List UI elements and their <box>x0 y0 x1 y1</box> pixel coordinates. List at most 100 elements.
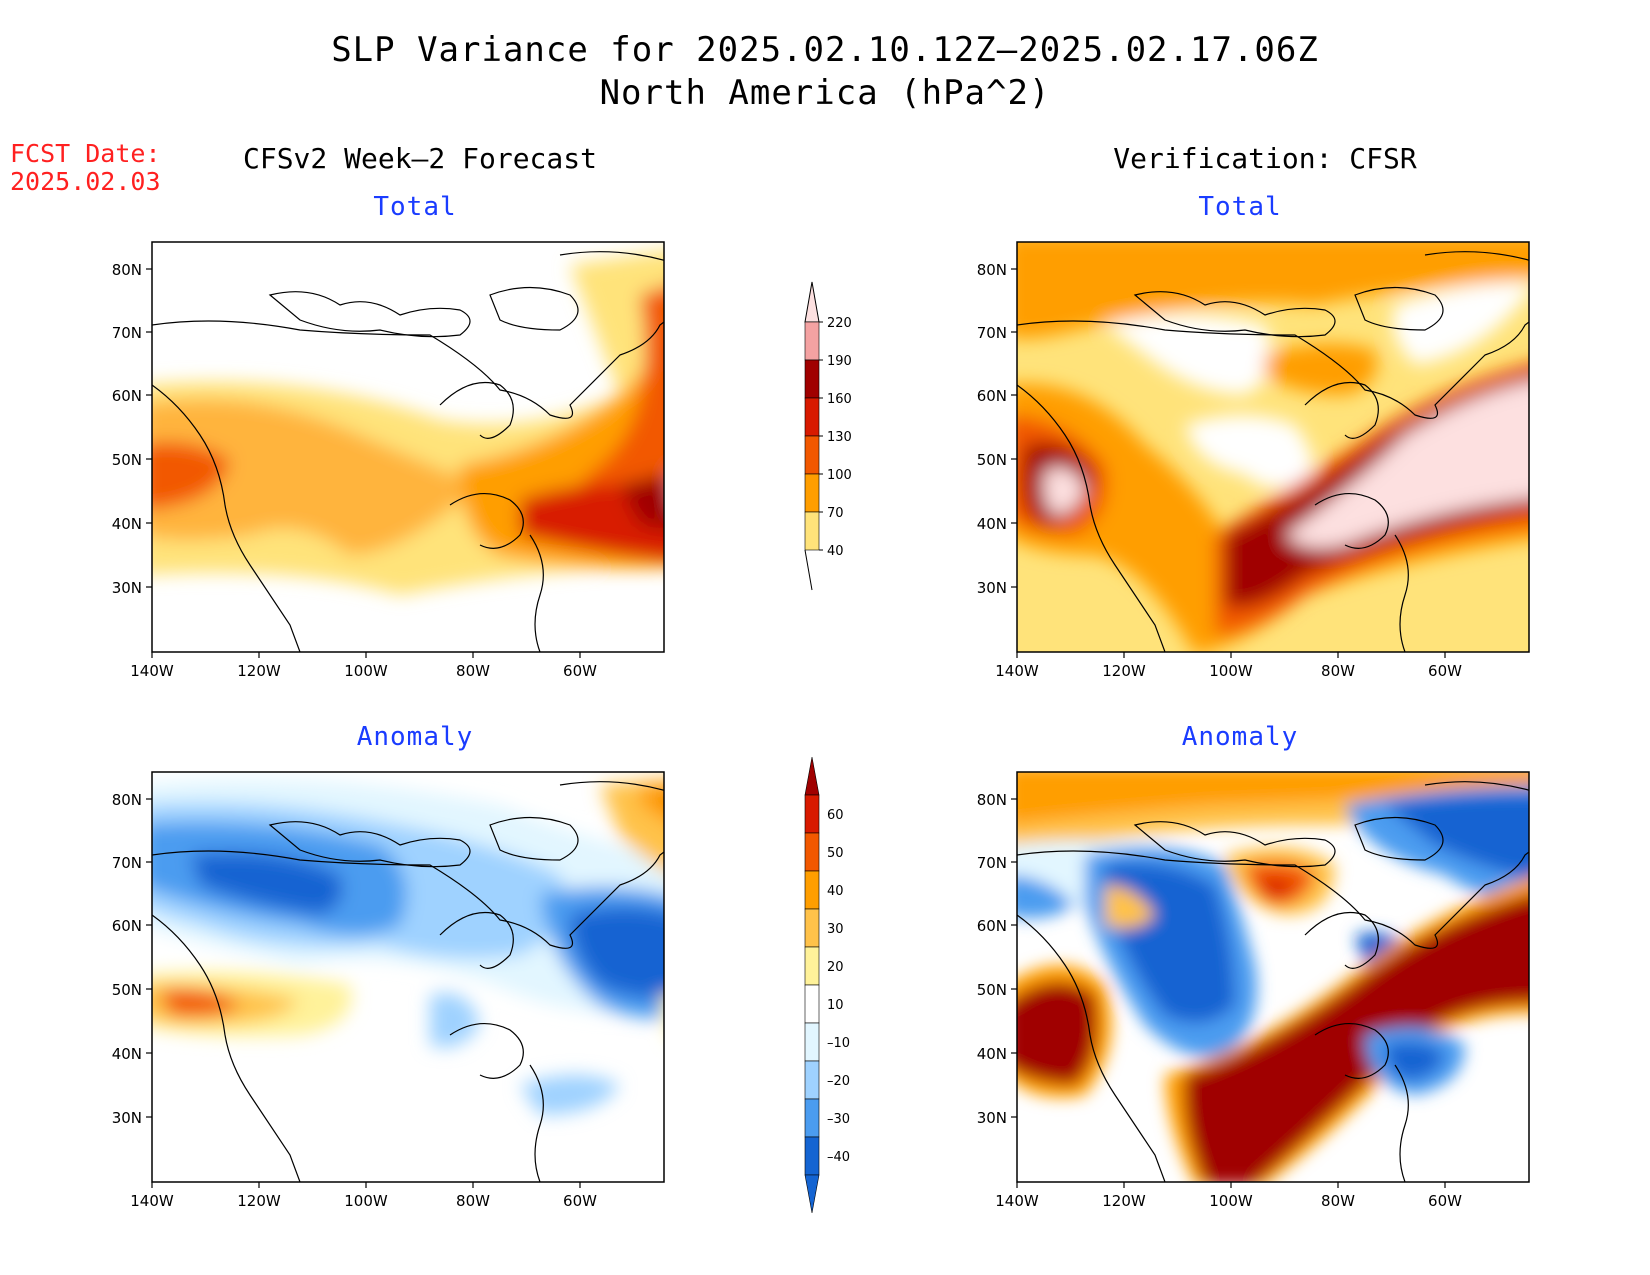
coastline-outline <box>1017 251 1529 652</box>
map-forecast-anomaly: 80N 70N 60N 50N 40N 30N 140W 120W 100W 80W 60W <box>112 771 665 1210</box>
lat-tick-label: 60N <box>977 387 1007 405</box>
colorbar-anomaly-label: 20 <box>827 960 844 975</box>
colorbar-anomaly-swatch <box>804 984 820 1024</box>
panel-title-forecast-anomaly: Anomaly <box>356 722 474 752</box>
lat-tick-label: 40N <box>112 515 142 533</box>
colorbar-anomaly-label: –10 <box>827 1036 850 1051</box>
lat-tick-label: 50N <box>977 451 1007 469</box>
colorbar-anomaly-label: –30 <box>827 1112 850 1127</box>
coastline-outline <box>1017 781 1529 1182</box>
colorbar-anomaly-label: 30 <box>827 922 844 937</box>
colorbar-anomaly-label: 40 <box>827 884 844 899</box>
colorbar-total-label: 70 <box>827 506 844 521</box>
lon-tick-label: 60W <box>1428 662 1462 680</box>
colorbar-total-swatch <box>804 397 820 437</box>
colorbar-anomaly: 60 50 40 30 20 10 –10 –20 –30 –40 <box>804 756 850 1214</box>
colorbar-anomaly-label: 60 <box>827 808 844 823</box>
lat-tick-label: 30N <box>112 1109 142 1127</box>
lon-tick-label: 60W <box>1428 1192 1462 1210</box>
lat-tick-label: 30N <box>977 579 1007 597</box>
lat-tick-label: 40N <box>977 1045 1007 1063</box>
lon-tick-label: 140W <box>130 662 174 680</box>
map-verification-anomaly: 80N 70N 60N 50N 40N 30N 140W 120W 100W 80W 60W <box>977 771 1530 1210</box>
panel-title-verification-anomaly: Anomaly <box>1181 722 1299 752</box>
colorbar-total-label: 130 <box>827 430 852 445</box>
lon-tick-label: 80W <box>1321 1192 1355 1210</box>
colorbar-total-label: 100 <box>827 468 852 483</box>
lat-tick-label: 60N <box>112 387 142 405</box>
colorbar-total: 220 190 160 130 100 70 40 <box>804 281 852 591</box>
colorbar-total-tip <box>804 281 820 323</box>
lat-tick-label: 80N <box>112 261 142 279</box>
colorbar-total-swatch <box>804 473 820 513</box>
colorbar-anomaly-label: –20 <box>827 1074 850 1089</box>
lat-tick-label: 30N <box>112 579 142 597</box>
map-forecast-total: 80N 70N 60N 50N 40N 30N 140W 120W 100W 80W 60W <box>112 241 665 680</box>
lon-tick-label: 60W <box>563 662 597 680</box>
colorbar-anomaly-swatch <box>804 946 820 986</box>
colorbar-total-label: 40 <box>827 544 844 559</box>
colorbar-anomaly-label: 10 <box>827 998 844 1013</box>
colorbar-total-label: 220 <box>827 316 852 331</box>
colorbar-anomaly-bottom-tip <box>804 1174 820 1214</box>
colorbar-anomaly-swatch <box>804 1022 820 1062</box>
lat-tick-label: 50N <box>977 981 1007 999</box>
lon-tick-label: 140W <box>130 1192 174 1210</box>
lat-tick-label: 50N <box>112 451 142 469</box>
coastline-outline <box>152 781 664 1182</box>
colorbar-total-swatch <box>804 511 820 551</box>
colorbar-total-swatch <box>804 435 820 475</box>
lon-tick-label: 140W <box>995 662 1039 680</box>
lat-tick-label: 70N <box>977 854 1007 872</box>
lon-tick-label: 80W <box>456 662 490 680</box>
panel-title-forecast-total: Total <box>373 192 457 222</box>
colorbar-anomaly-top-tip <box>804 756 820 796</box>
lon-tick-label: 100W <box>344 662 388 680</box>
colorbar-anomaly-label: 50 <box>827 846 844 861</box>
lat-tick-label: 40N <box>977 515 1007 533</box>
lat-tick-label: 60N <box>112 917 142 935</box>
lon-tick-label: 80W <box>456 1192 490 1210</box>
colorbar-anomaly-swatch <box>804 1136 820 1176</box>
lon-tick-label: 100W <box>1209 1192 1253 1210</box>
colorbar-anomaly-label: –40 <box>827 1150 850 1165</box>
colorbar-anomaly-swatch <box>804 1060 820 1100</box>
lat-tick-label: 80N <box>977 261 1007 279</box>
lon-tick-label: 120W <box>1102 662 1146 680</box>
lon-tick-label: 60W <box>563 1192 597 1210</box>
forecast-date-value: 2025.02.03 <box>10 167 161 196</box>
lon-tick-label: 100W <box>344 1192 388 1210</box>
map-verification-total: 80N 70N 60N 50N 40N 30N 140W 120W 100W 80W 60W <box>977 241 1530 680</box>
lon-tick-label: 140W <box>995 1192 1039 1210</box>
lon-tick-label: 120W <box>237 1192 281 1210</box>
colorbar-total-label: 190 <box>827 354 852 369</box>
lon-tick-label: 120W <box>1102 1192 1146 1210</box>
colorbar-anomaly-swatch <box>804 832 820 872</box>
lon-tick-label: 120W <box>237 662 281 680</box>
lat-tick-label: 70N <box>977 324 1007 342</box>
lat-tick-label: 50N <box>112 981 142 999</box>
colorbar-total-label: 160 <box>827 392 852 407</box>
sub-title: North America (hPa^2) <box>599 73 1051 113</box>
colorbar-anomaly-swatch <box>804 870 820 910</box>
lat-tick-label: 30N <box>977 1109 1007 1127</box>
lon-tick-label: 80W <box>1321 662 1355 680</box>
column-title-verification: Verification: CFSR <box>1113 142 1417 175</box>
colorbar-anomaly-swatch <box>804 1098 820 1138</box>
lat-tick-label: 80N <box>977 791 1007 809</box>
colorbar-total-swatch <box>804 321 820 361</box>
colorbar-anomaly-swatch <box>804 908 820 948</box>
column-title-forecast: CFSv2 Week–2 Forecast <box>242 142 597 175</box>
colorbar-total-swatch <box>804 359 820 399</box>
forecast-date-label: FCST Date: 2025.02.03 <box>10 140 161 196</box>
lat-tick-label: 70N <box>112 854 142 872</box>
lon-tick-label: 100W <box>1209 662 1253 680</box>
panel-title-verification-total: Total <box>1198 192 1282 222</box>
lat-tick-label: 70N <box>112 324 142 342</box>
lat-tick-label: 40N <box>112 1045 142 1063</box>
lat-tick-label: 60N <box>977 917 1007 935</box>
main-title: SLP Variance for 2025.02.10.12Z–2025.02.… <box>331 30 1319 70</box>
lat-tick-label: 80N <box>112 791 142 809</box>
coastline-outline <box>152 251 664 652</box>
forecast-date-caption: FCST Date: <box>10 139 161 168</box>
